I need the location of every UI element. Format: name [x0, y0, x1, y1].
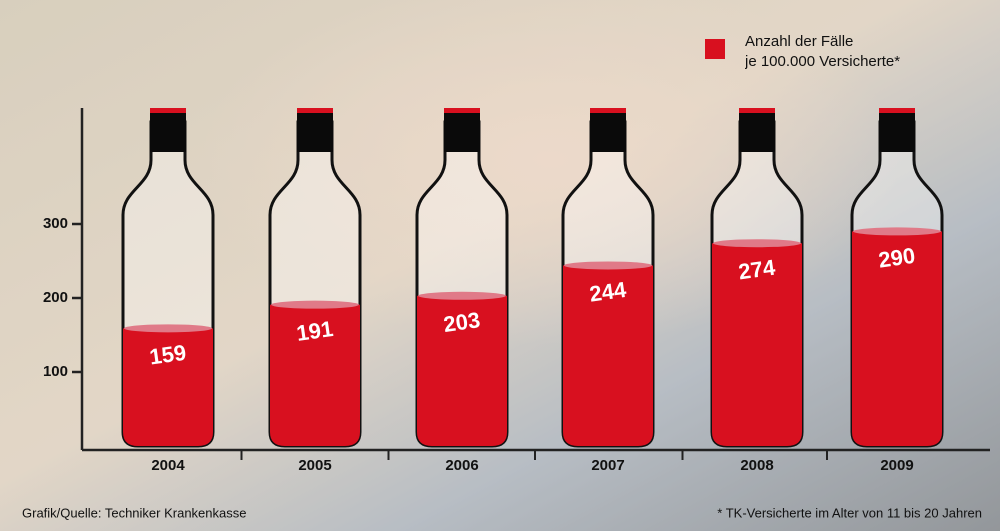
- liquid-surface: [124, 324, 212, 332]
- legend: Anzahl der Fälle je 100.000 Versicherte*: [745, 32, 985, 82]
- legend-swatch: [705, 39, 725, 59]
- chart: Anzahl der Fälle je 100.000 Versicherte*…: [0, 0, 1000, 531]
- bottle-cap: [150, 110, 186, 152]
- y-tick-label: 100: [43, 363, 68, 380]
- bottle-cap-top: [590, 108, 626, 113]
- liquid-surface: [271, 301, 359, 309]
- x-tick-label: 2004: [151, 457, 185, 474]
- bottle-cap-top: [879, 108, 915, 113]
- bottle-cap-top: [444, 108, 480, 113]
- legend-label: Anzahl der Fälle je 100.000 Versicherte*: [745, 32, 985, 72]
- x-tick-label: 2008: [740, 457, 773, 474]
- liquid-surface: [418, 292, 506, 300]
- x-tick-label: 2006: [445, 457, 478, 474]
- x-tick-label: 2007: [591, 457, 624, 474]
- source: Grafik/Quelle: Techniker Krankenkasse: [22, 505, 246, 520]
- liquid-surface: [564, 261, 652, 269]
- liquid-surface: [713, 239, 801, 247]
- value-label: 191: [295, 316, 335, 346]
- bottle-cap-top: [739, 108, 775, 113]
- bottle-cap: [444, 110, 480, 152]
- value-label: 159: [148, 340, 188, 370]
- y-tick-label: 200: [43, 289, 68, 306]
- bottle-cap: [879, 110, 915, 152]
- y-tick-label: 300: [43, 215, 68, 232]
- liquid-surface: [853, 227, 941, 235]
- footnote: * TK-Versicherte im Alter von 11 bis 20 …: [717, 505, 982, 520]
- bottle-cap: [590, 110, 626, 152]
- x-tick-label: 2005: [298, 457, 331, 474]
- bottle-cap-top: [150, 108, 186, 113]
- value-label: 203: [442, 307, 482, 337]
- bottle-cap: [739, 110, 775, 152]
- value-label: 274: [737, 255, 778, 285]
- bottle-cap: [297, 110, 333, 152]
- bottle-cap-top: [297, 108, 333, 113]
- value-label: 244: [588, 277, 629, 307]
- value-label: 290: [877, 243, 917, 273]
- x-tick-label: 2009: [880, 457, 913, 474]
